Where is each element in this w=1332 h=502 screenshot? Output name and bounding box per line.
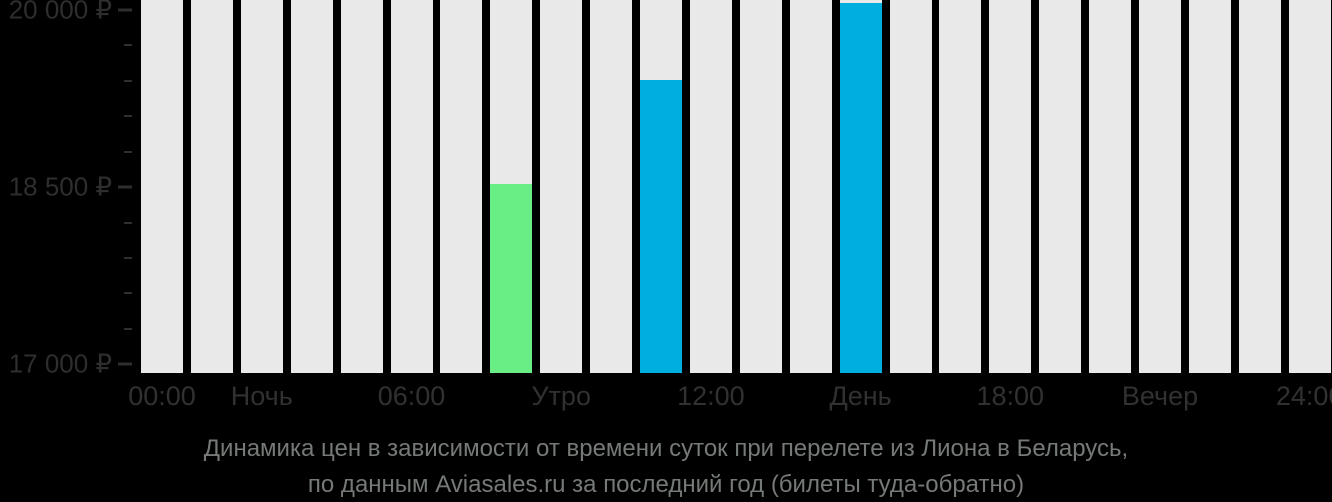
hour-slot-bar	[590, 0, 633, 373]
hour-slot-bar	[939, 0, 982, 373]
hour-slot-bar	[1288, 0, 1331, 373]
hour-slot-bar	[141, 0, 183, 373]
y-axis-tick-minor	[124, 115, 132, 118]
caption-line-1: Динамика цен в зависимости от времени су…	[203, 435, 1129, 462]
y-axis: 20 000 ₽ 18 500 ₽ 17 000 ₽	[0, 0, 141, 379]
price-bar-hour-10[interactable]	[640, 79, 682, 373]
x-axis-label: Утро	[531, 381, 591, 411]
hour-slot-bar	[240, 0, 283, 373]
price-bar-hour-7[interactable]	[490, 183, 533, 373]
hour-slot-bar	[540, 0, 583, 373]
y-axis-tick-major	[118, 362, 132, 366]
x-axis-label: День	[829, 381, 892, 411]
price-bar-hour-14[interactable]	[839, 3, 882, 373]
y-axis-tick-minor	[124, 256, 132, 259]
hour-slot-bar	[1238, 0, 1281, 373]
y-axis-tick-minor	[124, 327, 132, 330]
x-axis: 00:00 Ночь 06:00 Утро 12:00 День 18:00 Вечер 24:…	[0, 381, 1332, 411]
hour-slot-bar	[340, 0, 383, 373]
x-axis-label: 00:00	[128, 381, 196, 411]
y-axis-tick-major	[118, 185, 132, 189]
y-axis-tick-minor	[124, 44, 132, 47]
hour-slot-bar	[290, 0, 333, 373]
hour-slot-bar	[689, 0, 732, 373]
caption-line-2: по данным Aviasales.ru за последний год …	[307, 471, 1025, 498]
y-axis-tick-minor	[124, 292, 132, 295]
hour-slot-bar	[1139, 0, 1181, 373]
y-axis-tick-minor	[124, 150, 132, 153]
x-axis-label: 18:00	[976, 381, 1045, 411]
hour-slot-bar	[1039, 0, 1082, 373]
x-axis-label: Вечер	[1121, 381, 1199, 411]
y-axis-label: 20 000 ₽	[8, 0, 112, 25]
x-axis-label: Ночь	[230, 381, 293, 411]
hour-slot-bar	[789, 0, 832, 373]
hour-slot-bar	[1188, 0, 1231, 373]
chart-caption: Динамика цен в зависимости от времени су…	[0, 431, 1332, 502]
x-axis-label: 12:00	[677, 381, 745, 411]
hour-slot-bar	[739, 0, 782, 373]
y-axis-tick-major	[118, 8, 132, 12]
hour-slot-bar	[440, 0, 483, 373]
y-axis-tick-minor	[124, 79, 132, 82]
hour-slot-bar	[190, 0, 233, 373]
plot-area	[141, 0, 1332, 373]
hour-slot-bar	[889, 0, 932, 373]
hour-slot-bar	[1089, 0, 1132, 373]
hour-slot-bar	[390, 0, 433, 373]
y-axis-tick-minor	[124, 221, 132, 224]
y-axis-label: 17 000 ₽	[8, 348, 112, 379]
x-axis-label: 24:00	[1275, 381, 1332, 411]
y-axis-label: 18 500 ₽	[8, 171, 112, 202]
x-axis-label: 06:00	[377, 381, 446, 411]
hour-slot-bar	[989, 0, 1032, 373]
